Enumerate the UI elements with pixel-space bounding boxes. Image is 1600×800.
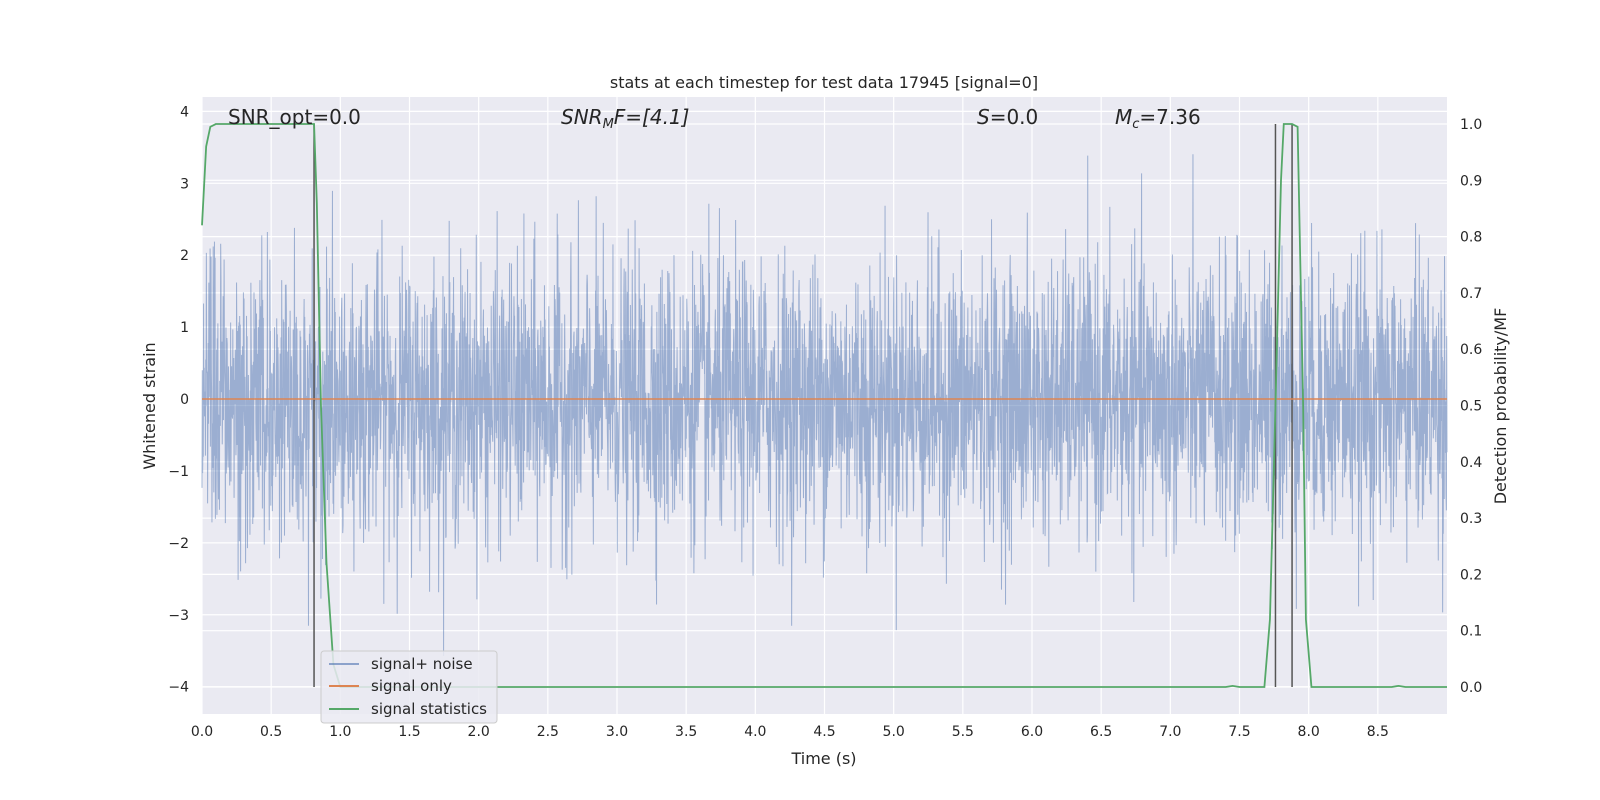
x-axis-label: Time (s) xyxy=(790,749,856,768)
x-tick-label-12: 6.0 xyxy=(1021,724,1043,740)
y-axis-left-label: Whitened strain xyxy=(140,342,159,469)
y-left-tick-label-4: 0 xyxy=(180,392,189,408)
x-tick-label-6: 3.0 xyxy=(606,724,628,740)
y-right-tick-label-7: 0.7 xyxy=(1460,286,1482,302)
legend-label-signal-plus-noise: signal+ noise xyxy=(371,655,473,673)
series-line-signal-plus-noise xyxy=(201,154,1448,656)
legend: signal+ noise signal only signal statist… xyxy=(320,650,498,724)
annotation-mc: Mc=7.36 xyxy=(1115,105,1201,132)
y-left-tick-label-8: 4 xyxy=(180,104,189,120)
x-tick-label-13: 6.5 xyxy=(1090,724,1112,740)
x-tick-label-4: 2.0 xyxy=(468,724,490,740)
annotation-snr-opt: SNR_opt=0.0 xyxy=(228,105,361,129)
y-axis-right-label: Detection probability/MF xyxy=(1491,308,1510,505)
legend-label-signal-only: signal only xyxy=(371,677,452,695)
x-tick-label-14: 7.0 xyxy=(1159,724,1181,740)
x-tick-label-7: 3.5 xyxy=(675,724,697,740)
y-left-tick-label-5: 1 xyxy=(180,320,189,336)
y-left-tick-label-2: −2 xyxy=(168,536,189,552)
y-left-tick-label-3: −1 xyxy=(168,464,189,480)
y-right-tick-label-0: 0.0 xyxy=(1460,680,1482,696)
series-line-signal-statistics xyxy=(201,123,1447,688)
x-tick-label-9: 4.5 xyxy=(813,724,835,740)
legend-box xyxy=(320,650,498,724)
legend-label-signal-statistics: signal statistics xyxy=(371,700,487,718)
series-lines xyxy=(201,123,1447,688)
y-right-tick-label-5: 0.5 xyxy=(1460,399,1482,415)
series-signal-plus-noise xyxy=(201,154,1448,656)
y-right-tick-label-6: 0.6 xyxy=(1460,342,1482,358)
y-left-tick-label-7: 3 xyxy=(180,176,189,192)
annotation-s: S=0.0 xyxy=(977,105,1038,129)
x-tick-label-0: 0.0 xyxy=(191,724,213,740)
y-right-tick-label-10: 1.0 xyxy=(1460,117,1482,133)
y-right-tick-label-4: 0.4 xyxy=(1460,455,1482,471)
annotation-snr-mf: SNRMF=[4.1] xyxy=(561,105,689,132)
x-tick-label-15: 7.5 xyxy=(1228,724,1250,740)
chart-title: stats at each timestep for test data 179… xyxy=(610,73,1038,92)
y-right-tick-label-2: 0.2 xyxy=(1460,567,1482,583)
tick-labels: 0.0 0.5 1.0 1.5 2.0 2.5 3.0 3.5 4.0 4.5 5.0 5.5 6.0 6… xyxy=(168,104,1482,740)
x-tick-label-17: 8.5 xyxy=(1367,724,1389,740)
y-right-tick-label-9: 0.9 xyxy=(1460,173,1482,189)
y-right-tick-label-8: 0.8 xyxy=(1460,230,1482,246)
x-tick-label-1: 0.5 xyxy=(260,724,282,740)
y-left-tick-label-0: −4 xyxy=(168,680,189,696)
y-left-tick-label-1: −3 xyxy=(168,608,189,624)
x-tick-label-5: 2.5 xyxy=(537,724,559,740)
x-tick-label-10: 5.0 xyxy=(883,724,905,740)
y-right-tick-label-1: 0.1 xyxy=(1460,624,1482,640)
x-tick-label-2: 1.0 xyxy=(329,724,351,740)
x-tick-label-8: 4.0 xyxy=(744,724,766,740)
y-right-tick-label-3: 0.3 xyxy=(1460,511,1482,527)
x-tick-label-16: 8.0 xyxy=(1298,724,1320,740)
y-left-tick-label-6: 2 xyxy=(180,248,189,264)
x-tick-label-3: 1.5 xyxy=(398,724,420,740)
x-tick-label-11: 5.5 xyxy=(952,724,974,740)
